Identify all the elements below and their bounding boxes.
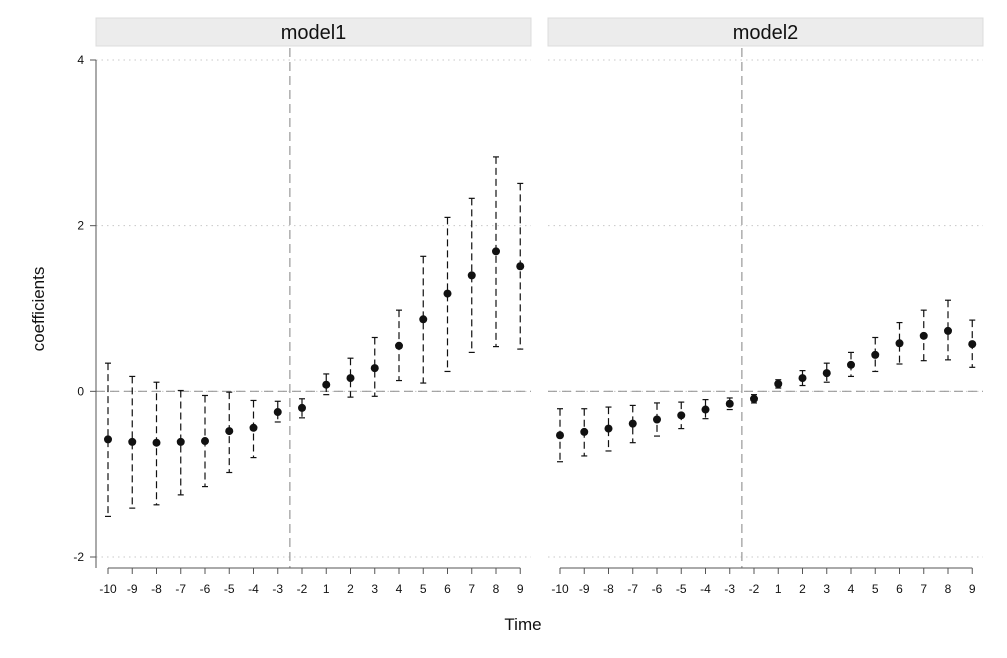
y-axis-title: coefficients	[29, 267, 48, 352]
x-tick-label: -10	[551, 582, 569, 596]
estimate-point	[395, 341, 403, 350]
estimate-point	[968, 340, 977, 349]
x-tick-label: -4	[700, 582, 711, 596]
estimate-point	[176, 437, 185, 446]
estimate-point	[249, 423, 258, 432]
estimate-point	[128, 437, 137, 446]
estimate-point	[443, 289, 452, 298]
estimate-point	[701, 405, 710, 414]
estimate-point	[677, 411, 686, 420]
x-tick-label: -8	[603, 582, 614, 596]
x-tick-label: 5	[872, 582, 879, 596]
x-tick-label: -6	[200, 582, 211, 596]
estimate-point	[822, 369, 831, 378]
x-tick-label: 2	[347, 582, 354, 596]
x-tick-label: -3	[724, 582, 735, 596]
estimate-point	[653, 415, 661, 424]
x-tick-label: 5	[420, 582, 427, 596]
estimate-point	[516, 262, 525, 271]
x-tick-label: 4	[848, 582, 855, 596]
x-tick-label: 6	[896, 582, 903, 596]
x-tick-label: -2	[749, 582, 760, 596]
panel-strip	[95, 17, 532, 47]
estimate-point	[322, 380, 331, 389]
panel-title: model1	[281, 22, 347, 44]
estimate-point	[492, 247, 500, 256]
estimate-point	[628, 419, 637, 428]
panel-model1: model1 -10 -9 -8 -7 -6 -5 -4 -3 -2 1 2 3 4 5 6 7 8 9	[95, 17, 532, 596]
estimate-point	[895, 339, 904, 348]
panel-strip	[547, 17, 984, 47]
estimate-point	[346, 374, 355, 383]
x-tick-label: -9	[127, 582, 138, 596]
x-tick-label: 9	[517, 582, 524, 596]
panel-model2: model2 -10 -9 -8 -7 -6 -5 -4 -3 -2 1 2 3 4 5 6 7 8 9	[547, 17, 984, 596]
y-tick-label: 2	[77, 219, 84, 233]
x-tick-label: 9	[969, 582, 976, 596]
x-tick-label: 8	[945, 582, 952, 596]
y-tick-label: 4	[77, 53, 84, 67]
x-tick-label: 3	[823, 582, 830, 596]
x-tick-label: 8	[493, 582, 500, 596]
x-tick-label: 7	[468, 582, 475, 596]
estimate-point	[201, 437, 209, 446]
estimate-point	[847, 360, 855, 369]
x-tick-label: -4	[248, 582, 259, 596]
estimate-point	[298, 403, 306, 412]
y-tick-label: 0	[77, 384, 84, 398]
x-tick-label: 3	[371, 582, 378, 596]
estimate-point	[556, 431, 564, 440]
x-tick-label: -8	[151, 582, 162, 596]
panel-title: model2	[733, 22, 799, 44]
x-tick-label: -7	[175, 582, 186, 596]
x-tick-label: -3	[272, 582, 283, 596]
estimate-point	[104, 435, 112, 444]
x-tick-label: 2	[799, 582, 806, 596]
estimate-point	[774, 379, 783, 388]
estimate-point	[944, 326, 952, 335]
estimate-point	[273, 408, 282, 417]
x-axis-title: Time	[504, 615, 541, 634]
estimate-point	[467, 271, 476, 280]
x-tick-label: -5	[676, 582, 687, 596]
estimate-point	[919, 331, 928, 340]
estimate-point	[419, 315, 428, 324]
x-tick-label: -5	[224, 582, 235, 596]
estimate-point	[798, 374, 807, 383]
estimate-point	[580, 427, 589, 436]
x-tick-label: 4	[396, 582, 403, 596]
x-tick-label: -2	[297, 582, 308, 596]
x-tick-label: 6	[444, 582, 451, 596]
estimate-point	[370, 364, 379, 373]
x-tick-label: 1	[775, 582, 782, 596]
x-tick-label: -6	[652, 582, 663, 596]
y-tick-label: -2	[73, 550, 84, 564]
x-tick-label: -10	[99, 582, 117, 596]
estimate-point	[152, 438, 161, 447]
x-tick-label: -7	[627, 582, 638, 596]
estimate-point	[225, 427, 234, 436]
x-tick-label: 1	[323, 582, 330, 596]
x-tick-label: 7	[920, 582, 927, 596]
estimate-point	[604, 424, 613, 433]
estimate-point	[725, 399, 734, 408]
panels-layer: model1-10 -9 -8 -7 -6 -5 -4 -3 -2 1 2 3 4 5 6 7 8 9model2…	[95, 17, 984, 596]
x-tick-label: -9	[579, 582, 590, 596]
y-axis: -2 0 2 4	[73, 53, 97, 568]
estimate-point	[750, 394, 758, 403]
estimate-point	[871, 350, 880, 359]
